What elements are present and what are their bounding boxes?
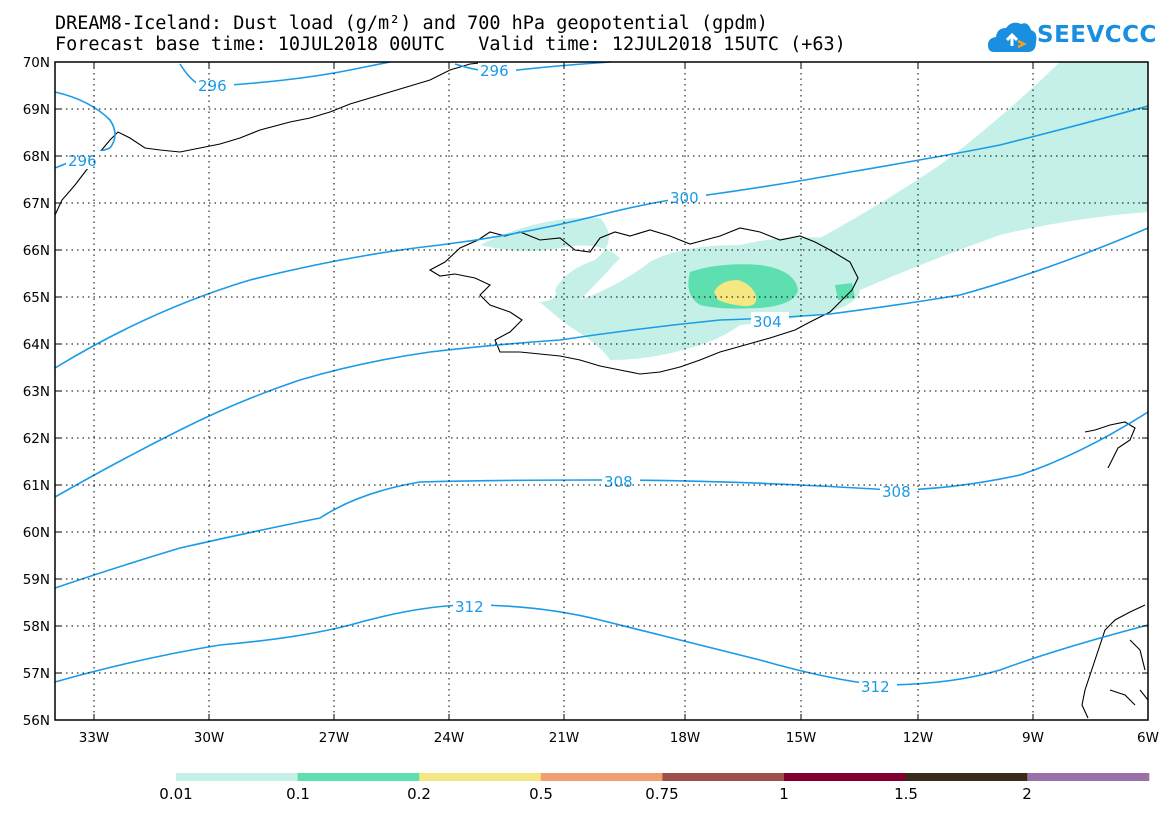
lat-label: 70N xyxy=(23,55,50,71)
dust-region-iceland xyxy=(480,217,860,360)
lon-label: 33W xyxy=(79,730,110,746)
contour-308 xyxy=(54,411,1149,589)
colorbar-label: 2 xyxy=(1022,785,1032,803)
latitude-labels: 70N 69N 68N 67N 66N 65N 64N 63N 62N 61N … xyxy=(23,55,50,729)
contour-296-top xyxy=(179,61,391,86)
colorbar-label: 0.01 xyxy=(159,785,192,803)
colorbar-swatch xyxy=(1027,773,1150,781)
contour-label: 296 xyxy=(480,62,509,80)
lat-label: 63N xyxy=(23,384,50,400)
lon-label: 6W xyxy=(1137,730,1159,746)
map-title: DREAM8-Iceland: Dust load (g/m²) and 700… xyxy=(55,13,768,34)
dust-level-0.2 xyxy=(714,280,757,307)
colorbar-swatch xyxy=(662,773,785,781)
lon-label: 27W xyxy=(319,730,350,746)
cloud-upload-icon xyxy=(988,22,1037,52)
axis-ticks xyxy=(55,61,1148,721)
contour-label: 312 xyxy=(455,598,484,616)
coastline-faroe xyxy=(1084,421,1136,469)
dust-level-0.1-east xyxy=(835,283,855,300)
colorbar-swatch xyxy=(176,773,299,781)
coastline-iceland xyxy=(428,227,859,375)
lat-label: 56N xyxy=(23,713,50,729)
lat-label: 61N xyxy=(23,478,50,494)
lat-label: 58N xyxy=(23,619,50,635)
lat-label: 66N xyxy=(23,243,50,259)
lon-label: 18W xyxy=(670,730,701,746)
coastline-greenland xyxy=(54,61,491,216)
lon-label: 21W xyxy=(549,730,580,746)
gridlines xyxy=(55,62,1148,720)
colorbar-label: 1.5 xyxy=(894,785,918,803)
coastlines xyxy=(54,61,1149,719)
colorbar-swatch xyxy=(540,773,663,781)
lat-label: 62N xyxy=(23,431,50,447)
contour-312 xyxy=(54,604,1149,686)
colorbar-label: 0.1 xyxy=(286,785,310,803)
colorbar-swatch xyxy=(297,773,420,781)
lat-label: 68N xyxy=(23,149,50,165)
lat-label: 64N xyxy=(23,337,50,353)
contour-label: 308 xyxy=(604,473,633,491)
lat-label: 60N xyxy=(23,525,50,541)
lat-label: 57N xyxy=(23,666,50,682)
dust-shading xyxy=(480,62,1148,360)
longitude-labels: 33W 30W 27W 24W 21W 18W 15W 12W 9W 6W xyxy=(79,730,1159,746)
lat-label: 67N xyxy=(23,196,50,212)
dust-plume-northeast xyxy=(820,62,1148,290)
colorbar-label: 0.2 xyxy=(407,785,431,803)
map-subtitle: Forecast base time: 10JUL2018 00UTC Vali… xyxy=(55,34,846,55)
contour-label: 304 xyxy=(753,313,782,331)
lat-label: 69N xyxy=(23,102,50,118)
lat-label: 59N xyxy=(23,572,50,588)
lon-label: 30W xyxy=(194,730,225,746)
lon-label: 9W xyxy=(1022,730,1044,746)
geopotential-contours xyxy=(54,61,1149,686)
colorbar xyxy=(176,773,1150,781)
contour-label: 312 xyxy=(861,678,890,696)
colorbar-label: 0.75 xyxy=(645,785,678,803)
contour-label-backgrounds xyxy=(66,62,918,695)
contour-label: 300 xyxy=(670,189,699,207)
logo-text: SEEVCCC xyxy=(1037,22,1157,48)
contour-label: 296 xyxy=(68,152,97,170)
lat-label: 65N xyxy=(23,290,50,306)
lon-label: 15W xyxy=(786,730,817,746)
colorbar-swatch xyxy=(419,773,542,781)
contour-300 xyxy=(54,105,1149,369)
colorbar-swatch xyxy=(905,773,1028,781)
colorbar-label: 1 xyxy=(779,785,789,803)
lon-label: 12W xyxy=(903,730,934,746)
colorbar-swatch xyxy=(784,773,907,781)
coastline-scotland xyxy=(1081,604,1149,719)
contour-label: 308 xyxy=(882,483,911,501)
contour-304 xyxy=(54,227,1149,498)
contour-label: 296 xyxy=(198,77,227,95)
colorbar-label: 0.5 xyxy=(529,785,553,803)
lon-label: 24W xyxy=(434,730,465,746)
colorbar-labels: 0.01 0.1 0.2 0.5 0.75 1 1.5 2 xyxy=(159,785,1031,803)
